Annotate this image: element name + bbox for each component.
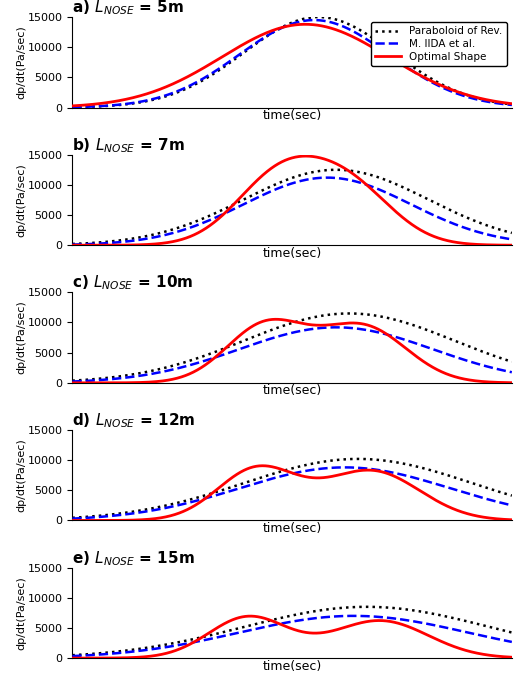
X-axis label: time(sec): time(sec) [263,109,322,122]
X-axis label: time(sec): time(sec) [263,384,322,397]
Y-axis label: dp/dt(Pa/sec): dp/dt(Pa/sec) [16,163,26,237]
Text: c) $L_{NOSE}$ = 10m: c) $L_{NOSE}$ = 10m [72,273,194,293]
Text: b) $L_{NOSE}$ = 7m: b) $L_{NOSE}$ = 7m [72,136,185,155]
X-axis label: time(sec): time(sec) [263,247,322,260]
X-axis label: time(sec): time(sec) [263,522,322,535]
Y-axis label: dp/dt(Pa/sec): dp/dt(Pa/sec) [16,301,26,374]
Legend: Paraboloid of Rev., M. IIDA et al., Optimal Shape: Paraboloid of Rev., M. IIDA et al., Opti… [371,23,507,65]
Y-axis label: dp/dt(Pa/sec): dp/dt(Pa/sec) [16,25,26,99]
Text: d) $L_{NOSE}$ = 12m: d) $L_{NOSE}$ = 12m [72,411,195,430]
Y-axis label: dp/dt(Pa/sec): dp/dt(Pa/sec) [16,576,26,650]
Text: a) $L_{NOSE}$ = 5m: a) $L_{NOSE}$ = 5m [72,0,185,17]
X-axis label: time(sec): time(sec) [263,659,322,672]
Y-axis label: dp/dt(Pa/sec): dp/dt(Pa/sec) [16,439,26,512]
Text: e) $L_{NOSE}$ = 15m: e) $L_{NOSE}$ = 15m [72,549,195,567]
